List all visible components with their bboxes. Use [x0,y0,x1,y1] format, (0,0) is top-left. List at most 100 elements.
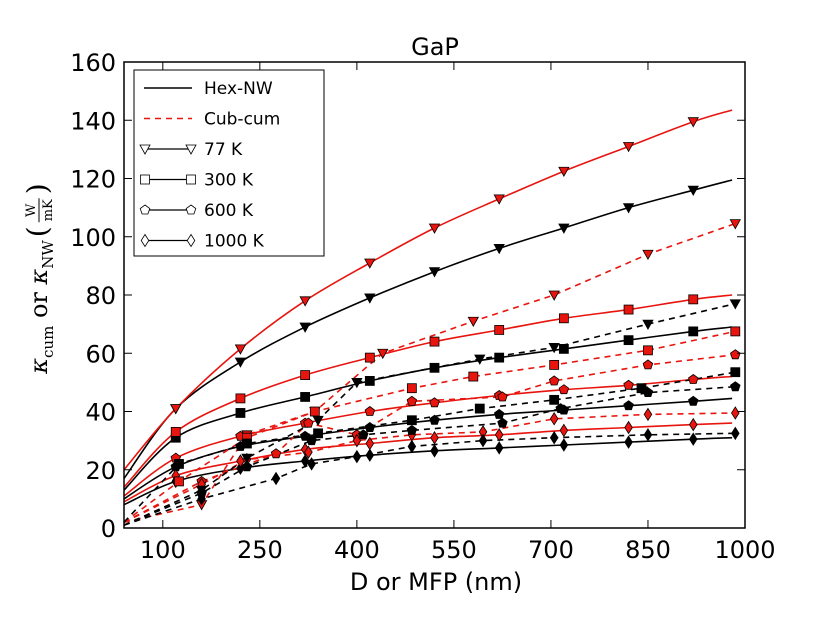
marker-layer [170,117,741,511]
marker-cub-cum-300-k [406,383,417,394]
y-tick-label: 40 [85,399,116,427]
marker-hex-cum-1000-k [643,428,653,442]
legend-label: Cub-cum [204,110,280,130]
x-axis-title: D or MFP (nm) [350,568,522,596]
marker-hex-cum-1000-k [407,439,417,454]
marker-cub-nw-300-k [688,294,699,305]
marker-hex-cum-600-k [642,387,654,398]
legend-label: 1000 K [204,232,265,252]
marker-hex-nw-77-k [428,267,441,278]
marker-cub-cum-77-k [467,316,479,328]
marker-cub-nw-300-k [364,352,375,363]
marker-cub-cum-300-k [468,371,479,382]
legend-entry: Hex-NW [144,79,273,99]
marker-hex-nw-1000-k [624,435,633,449]
marker-cub-cum-600-k [270,448,282,459]
marker-hex-nw-1000-k [494,441,504,455]
series-line-cub-cum-1000-k [123,412,736,523]
legend-label: 300 K [204,171,254,191]
marker-hex-cum-77-k [474,354,486,365]
marker-hex-nw-300-k [688,326,699,337]
marker-hex-nw-77-k [622,203,635,214]
marker-hex-cum-1000-k [271,471,281,486]
x-tick-label: 100 [140,536,186,564]
legend-marker [140,174,150,185]
marker-cub-nw-77-k [364,258,376,269]
marker-cub-cum-1000-k [643,407,653,422]
marker-cub-nw-77-k [493,194,505,205]
marker-cub-nw-300-k [623,304,634,315]
y-or-text: or [25,285,53,326]
marker-cub-cum-1000-k [731,406,740,420]
marker-cub-cum-300-k [643,345,653,356]
marker-hex-cum-300-k [313,428,323,439]
marker-hex-cum-300-k [549,394,560,405]
y-kappa: κ [25,358,53,375]
marker-hex-nw-300-k [494,352,505,363]
y-tick-label: 100 [70,224,116,252]
x-tick-label: 250 [237,536,283,564]
marker-cub-nw-1000-k [688,417,698,432]
legend-label: 77 K [204,140,243,160]
marker-hex-cum-600-k [555,403,566,414]
marker-cub-cum-300-k [309,406,320,417]
marker-cub-nw-77-k [558,166,570,178]
marker-hex-cum-600-k [497,417,508,428]
y-sub-nw: NW [39,240,57,269]
marker-cub-nw-1000-k [494,428,504,442]
marker-hex-cum-600-k [358,429,369,440]
marker-hex-cum-1000-k [197,492,206,506]
marker-cub-cum-300-k [549,359,560,370]
marker-hex-cum-1000-k [478,433,488,448]
marker-hex-nw-600-k [493,408,505,419]
marker-hex-cum-1000-k [307,457,316,471]
marker-hex-nw-1000-k [559,438,569,452]
legend-marker [139,144,151,155]
legend-marker [186,174,196,185]
series-line-hex-cum-300-k [123,371,736,523]
marker-hex-cum-77-k [642,319,654,330]
marker-hex-cum-77-k [351,377,363,389]
series-line-hex-cum-1000-k [123,432,736,526]
marker-cub-nw-600-k [429,397,440,408]
legend: Hex-NW Cub-cum 77 K 300 K 600 K 1000 K [133,69,325,257]
marker-cub-nw-300-k [558,313,569,324]
y-paren-open: ( [21,226,54,237]
marker-cub-cum-600-k [406,395,418,406]
marker-hex-cum-77-k [241,453,253,464]
legend-marker [186,233,196,248]
marker-cub-nw-600-k [623,379,634,390]
marker-hex-nw-300-k [235,408,246,418]
marker-cub-cum-600-k [548,375,560,386]
marker-cub-nw-77-k [170,404,182,415]
marker-cub-nw-300-k [494,325,505,335]
y-tick-label: 80 [85,282,116,310]
marker-hex-cum-600-k [406,424,418,435]
marker-hex-nw-600-k [299,430,311,441]
marker-cub-cum-1000-k [304,445,313,460]
marker-cub-cum-300-k [174,476,184,487]
marker-cub-nw-300-k [300,370,311,380]
marker-cub-nw-300-k [429,336,440,347]
legend-marker [185,204,197,215]
marker-cub-nw-600-k [688,374,699,384]
legend-entry: 1000 K [140,232,265,252]
tick-layer: 100 250 400 550 700 850 1000 0 20 40 60 80 100 120 140… [70,49,775,564]
marker-cub-nw-77-k [428,223,441,234]
marker-hex-nw-600-k [688,395,699,406]
marker-hex-cum-77-k [548,343,560,354]
marker-cub-cum-1000-k [549,412,559,426]
legend-entry: 77 K [139,140,243,160]
marker-hex-nw-77-k [234,357,247,368]
marker-hex-nw-77-k [493,243,505,255]
marker-cub-nw-600-k [558,384,570,395]
marker-hex-cum-300-k [242,438,252,449]
marker-hex-nw-77-k [687,185,699,196]
marker-hex-cum-77-k [312,415,324,427]
legend-entry: 600 K [139,201,254,221]
x-tick-label: 1000 [714,536,775,564]
marker-hex-nw-600-k [364,422,376,433]
marker-hex-nw-1000-k [300,454,310,468]
marker-cub-nw-77-k [687,117,699,128]
